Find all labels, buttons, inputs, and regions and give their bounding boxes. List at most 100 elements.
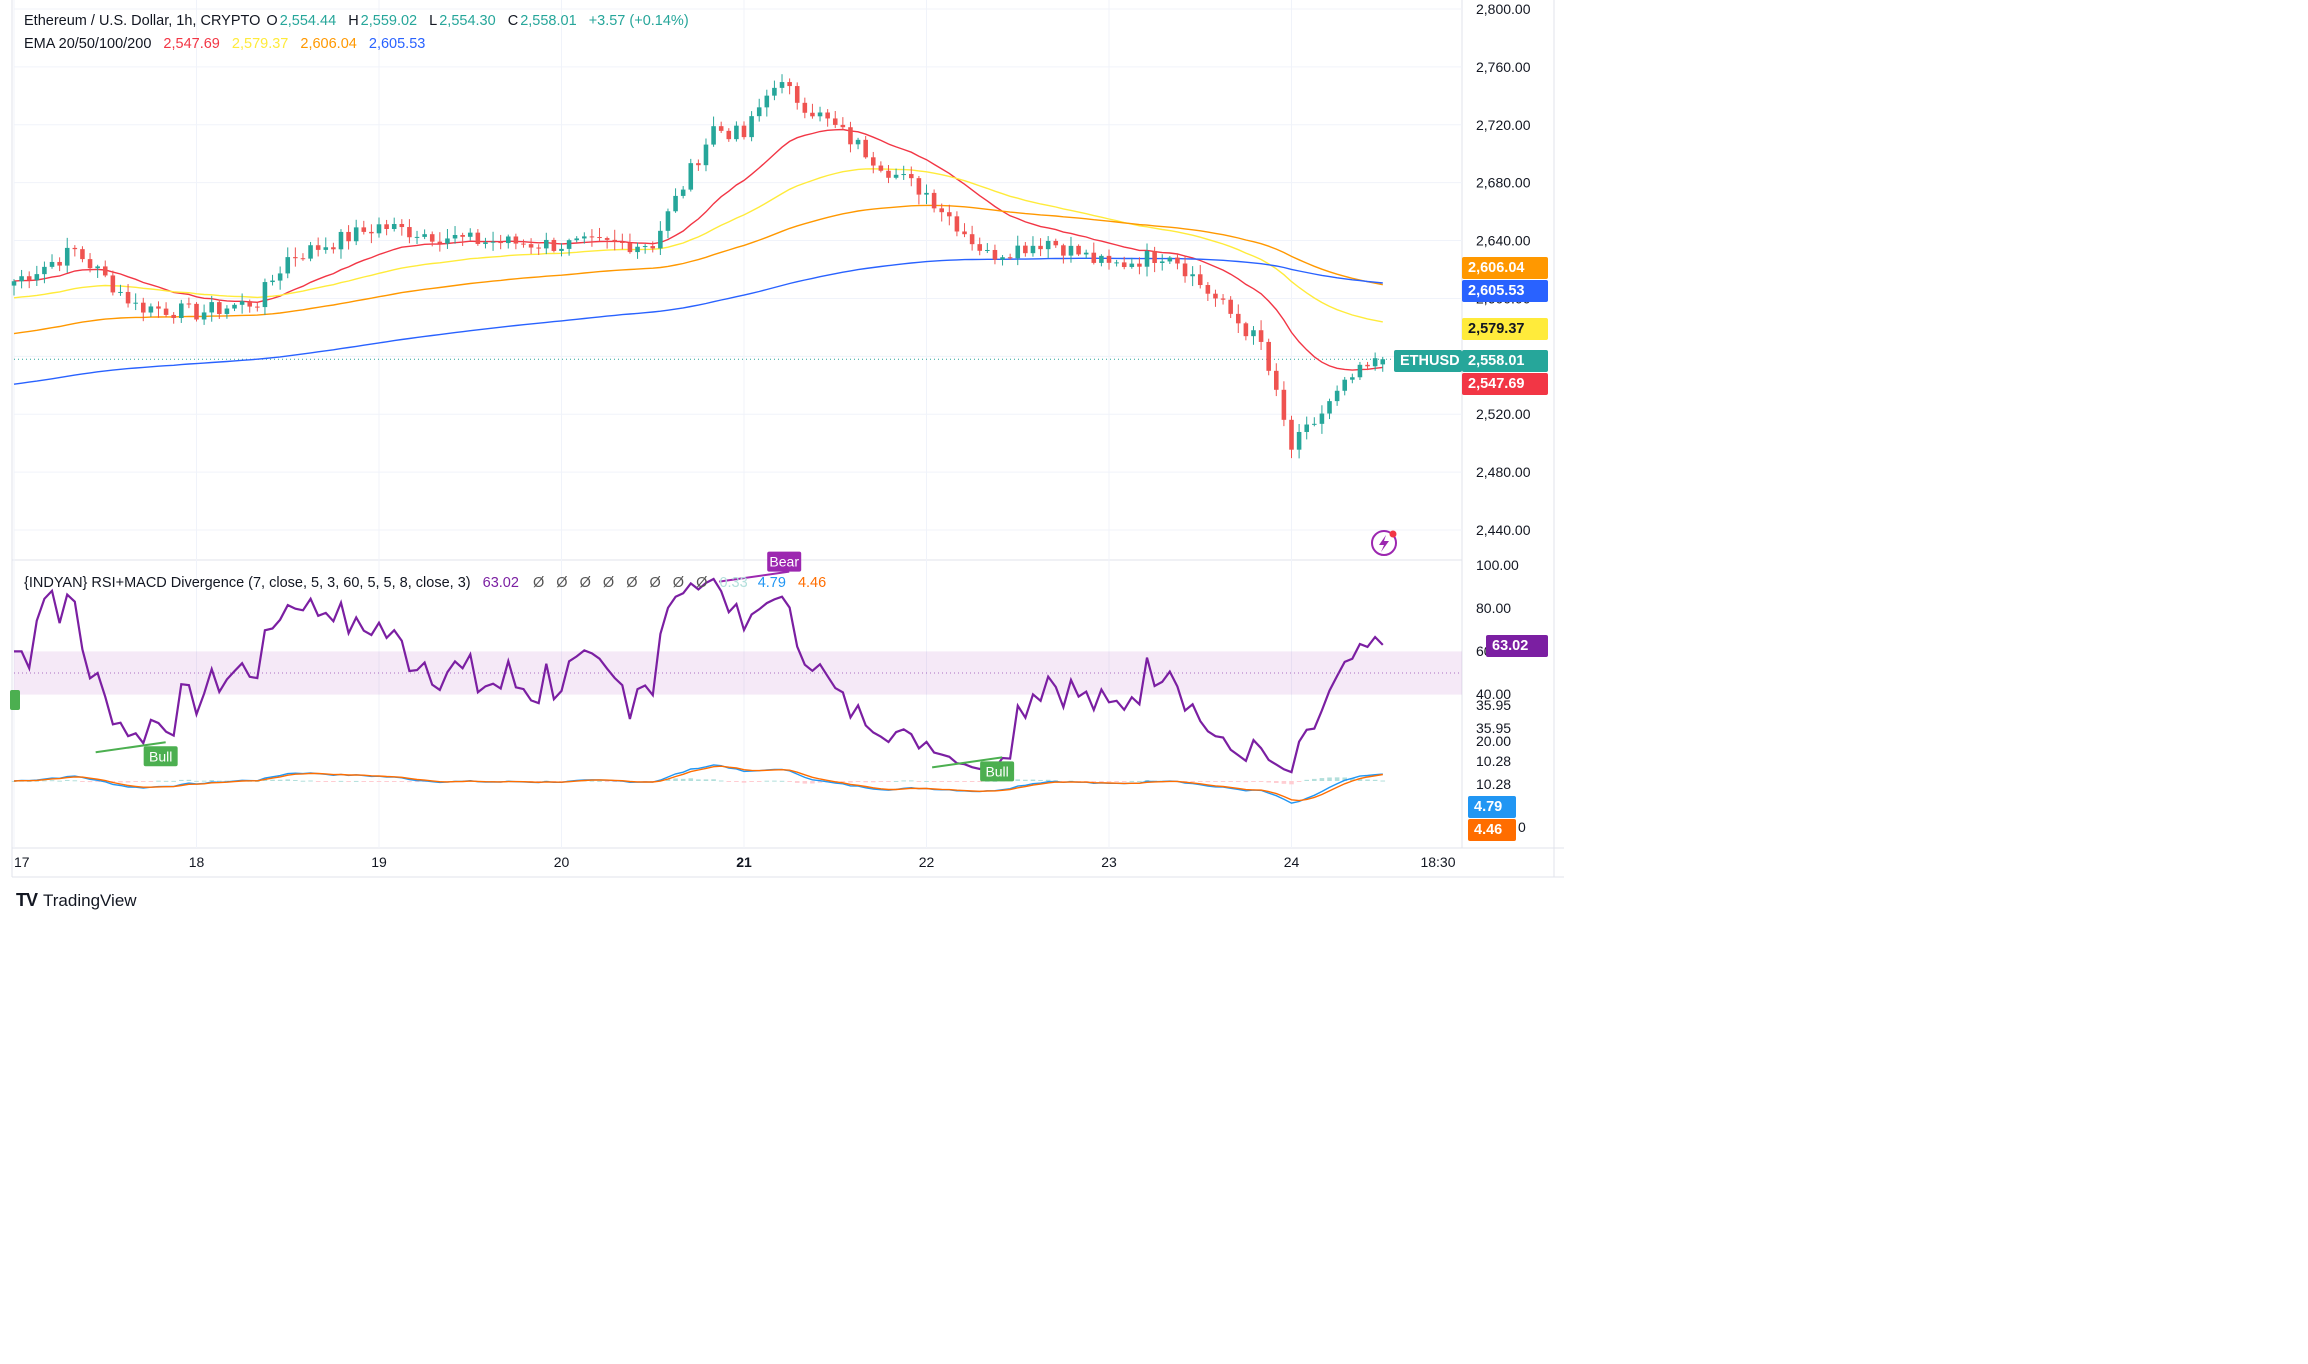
- trading-chart[interactable]: Bull Bear Bull 2,800.00 2,760.00 2,720.00 2,6…: [0, 0, 1564, 924]
- macd-histogram-bar: [1357, 778, 1363, 781]
- candle-body: [437, 241, 443, 244]
- candle-body: [969, 234, 975, 245]
- indicator-tick-label: 35.95: [1476, 720, 1511, 736]
- candle-body: [156, 306, 161, 309]
- tradingview-branding[interactable]: TV TradingView: [16, 890, 137, 911]
- candle-body: [1015, 245, 1021, 259]
- macd-histogram-bar: [794, 781, 800, 783]
- macd-histogram-bar: [696, 779, 701, 781]
- indicator-tick-label: 80.00: [1476, 600, 1511, 616]
- time-tick-label: 18:30: [1420, 854, 1455, 870]
- macd-histogram-bar: [171, 780, 176, 782]
- candle-body: [407, 227, 412, 238]
- macd-histogram-bar: [1045, 779, 1051, 781]
- candle-body: [559, 248, 564, 251]
- macd-histogram-bar: [947, 781, 952, 782]
- macd-histogram-bar: [361, 781, 367, 782]
- candle-body: [1121, 262, 1127, 268]
- macd-histogram-bar: [779, 780, 785, 782]
- ema-legend[interactable]: EMA 20/50/100/200 2,547.69 2,579.37 2,60…: [24, 35, 427, 53]
- ema100-line: [13, 204, 1383, 335]
- macd-histogram-bar: [1121, 781, 1127, 782]
- candle-body: [855, 139, 861, 145]
- macd-histogram-bar: [597, 780, 602, 782]
- lightning-alert-icon[interactable]: [1371, 530, 1397, 556]
- candle-body: [361, 227, 367, 232]
- candle-body: [1045, 240, 1051, 250]
- macd-histogram-bar: [353, 780, 359, 782]
- macd-histogram-bar: [323, 781, 329, 782]
- macd-histogram-bar: [962, 781, 967, 782]
- candle-body: [1258, 330, 1264, 342]
- candle-body: [376, 224, 382, 234]
- symbol-price-tag: ETHUSD: [1394, 350, 1462, 372]
- candle-body: [498, 241, 503, 244]
- macd-histogram-bar: [1243, 781, 1249, 783]
- symbol-legend[interactable]: Ethereum / U.S. Dollar, 1h, CRYPTO O 2,55…: [24, 12, 691, 30]
- candle-body: [140, 302, 146, 313]
- macd-histogram-bar: [665, 778, 671, 781]
- candle-body: [1327, 401, 1332, 414]
- indicator-macd-value: 4.79: [757, 575, 786, 591]
- macd-histogram-bar: [893, 780, 899, 782]
- macd-histogram-bar: [140, 781, 146, 782]
- indicator-pane[interactable]: Bull Bear Bull: [10, 551, 1462, 804]
- candle-body: [445, 238, 450, 244]
- macd-histogram-bar: [118, 781, 123, 783]
- ema20-price-tag: 2,547.69: [1462, 373, 1548, 395]
- macd-histogram-bar: [673, 778, 678, 781]
- macd-histogram-bar: [787, 781, 792, 782]
- candle-body: [1068, 245, 1074, 256]
- low-label: L: [429, 13, 438, 29]
- candle-body: [1251, 330, 1256, 337]
- lightning-icon-bolt: [1379, 535, 1389, 552]
- candle-body: [1228, 299, 1233, 314]
- indicator-legend[interactable]: {INDYAN} RSI+MACD Divergence (7, close, …: [24, 574, 828, 592]
- candle-body: [1350, 377, 1355, 380]
- price-tick-label: 2,680.00: [1476, 175, 1531, 191]
- macd-histogram-bar: [1327, 777, 1332, 781]
- candle-body: [95, 266, 100, 269]
- price-tick-label: 2,800.00: [1476, 1, 1531, 17]
- candle-body: [209, 302, 214, 313]
- candle-body: [1281, 389, 1287, 420]
- candle-body: [1357, 364, 1363, 378]
- macd-histogram-bar: [293, 779, 298, 781]
- candle-body: [589, 236, 595, 238]
- bear-divergence-label: Bear: [769, 554, 799, 570]
- macd-histogram-bar: [95, 781, 100, 783]
- macd-histogram-bar: [163, 780, 169, 782]
- candle-body: [1296, 431, 1302, 450]
- macd-histogram-bar: [1205, 781, 1211, 783]
- macd-histogram-bar: [969, 781, 975, 782]
- ema100-price-tag: 2,606.04: [1462, 257, 1548, 279]
- macd-histogram-bar: [1144, 780, 1150, 782]
- macd-histogram-bar: [1365, 779, 1370, 781]
- candle-body: [886, 170, 891, 178]
- bull-divergence-badge: [980, 761, 1015, 782]
- candle-body: [1304, 424, 1309, 432]
- macd-histogram-bar: [80, 781, 85, 782]
- symbol-title: Ethereum / U.S. Dollar, 1h, CRYPTO: [24, 13, 261, 29]
- candlestick-series[interactable]: [11, 74, 1386, 459]
- macd-histogram-bar: [756, 781, 762, 782]
- candle-body: [749, 116, 754, 138]
- candle-body: [673, 195, 678, 212]
- macd-histogram-bar: [604, 781, 610, 782]
- candle-body: [544, 239, 549, 249]
- macd-histogram-bar: [125, 781, 131, 783]
- macd-histogram-bar: [148, 781, 154, 782]
- candle-body: [201, 312, 207, 320]
- macd-histogram-bar: [1213, 781, 1218, 782]
- candle-body: [1235, 313, 1241, 324]
- candle-body: [1083, 252, 1089, 255]
- macd-histogram-bar: [376, 781, 382, 782]
- candle-body: [1197, 274, 1203, 286]
- candle-body: [825, 112, 830, 119]
- macd-histogram-bar: [734, 781, 739, 782]
- price-tick-label: 2,640.00: [1476, 233, 1531, 249]
- open-value: 2,554.44: [279, 13, 337, 29]
- ema20-value: 2,547.69: [163, 36, 220, 52]
- candle-body: [163, 308, 169, 315]
- macd-histogram-bar: [878, 781, 884, 782]
